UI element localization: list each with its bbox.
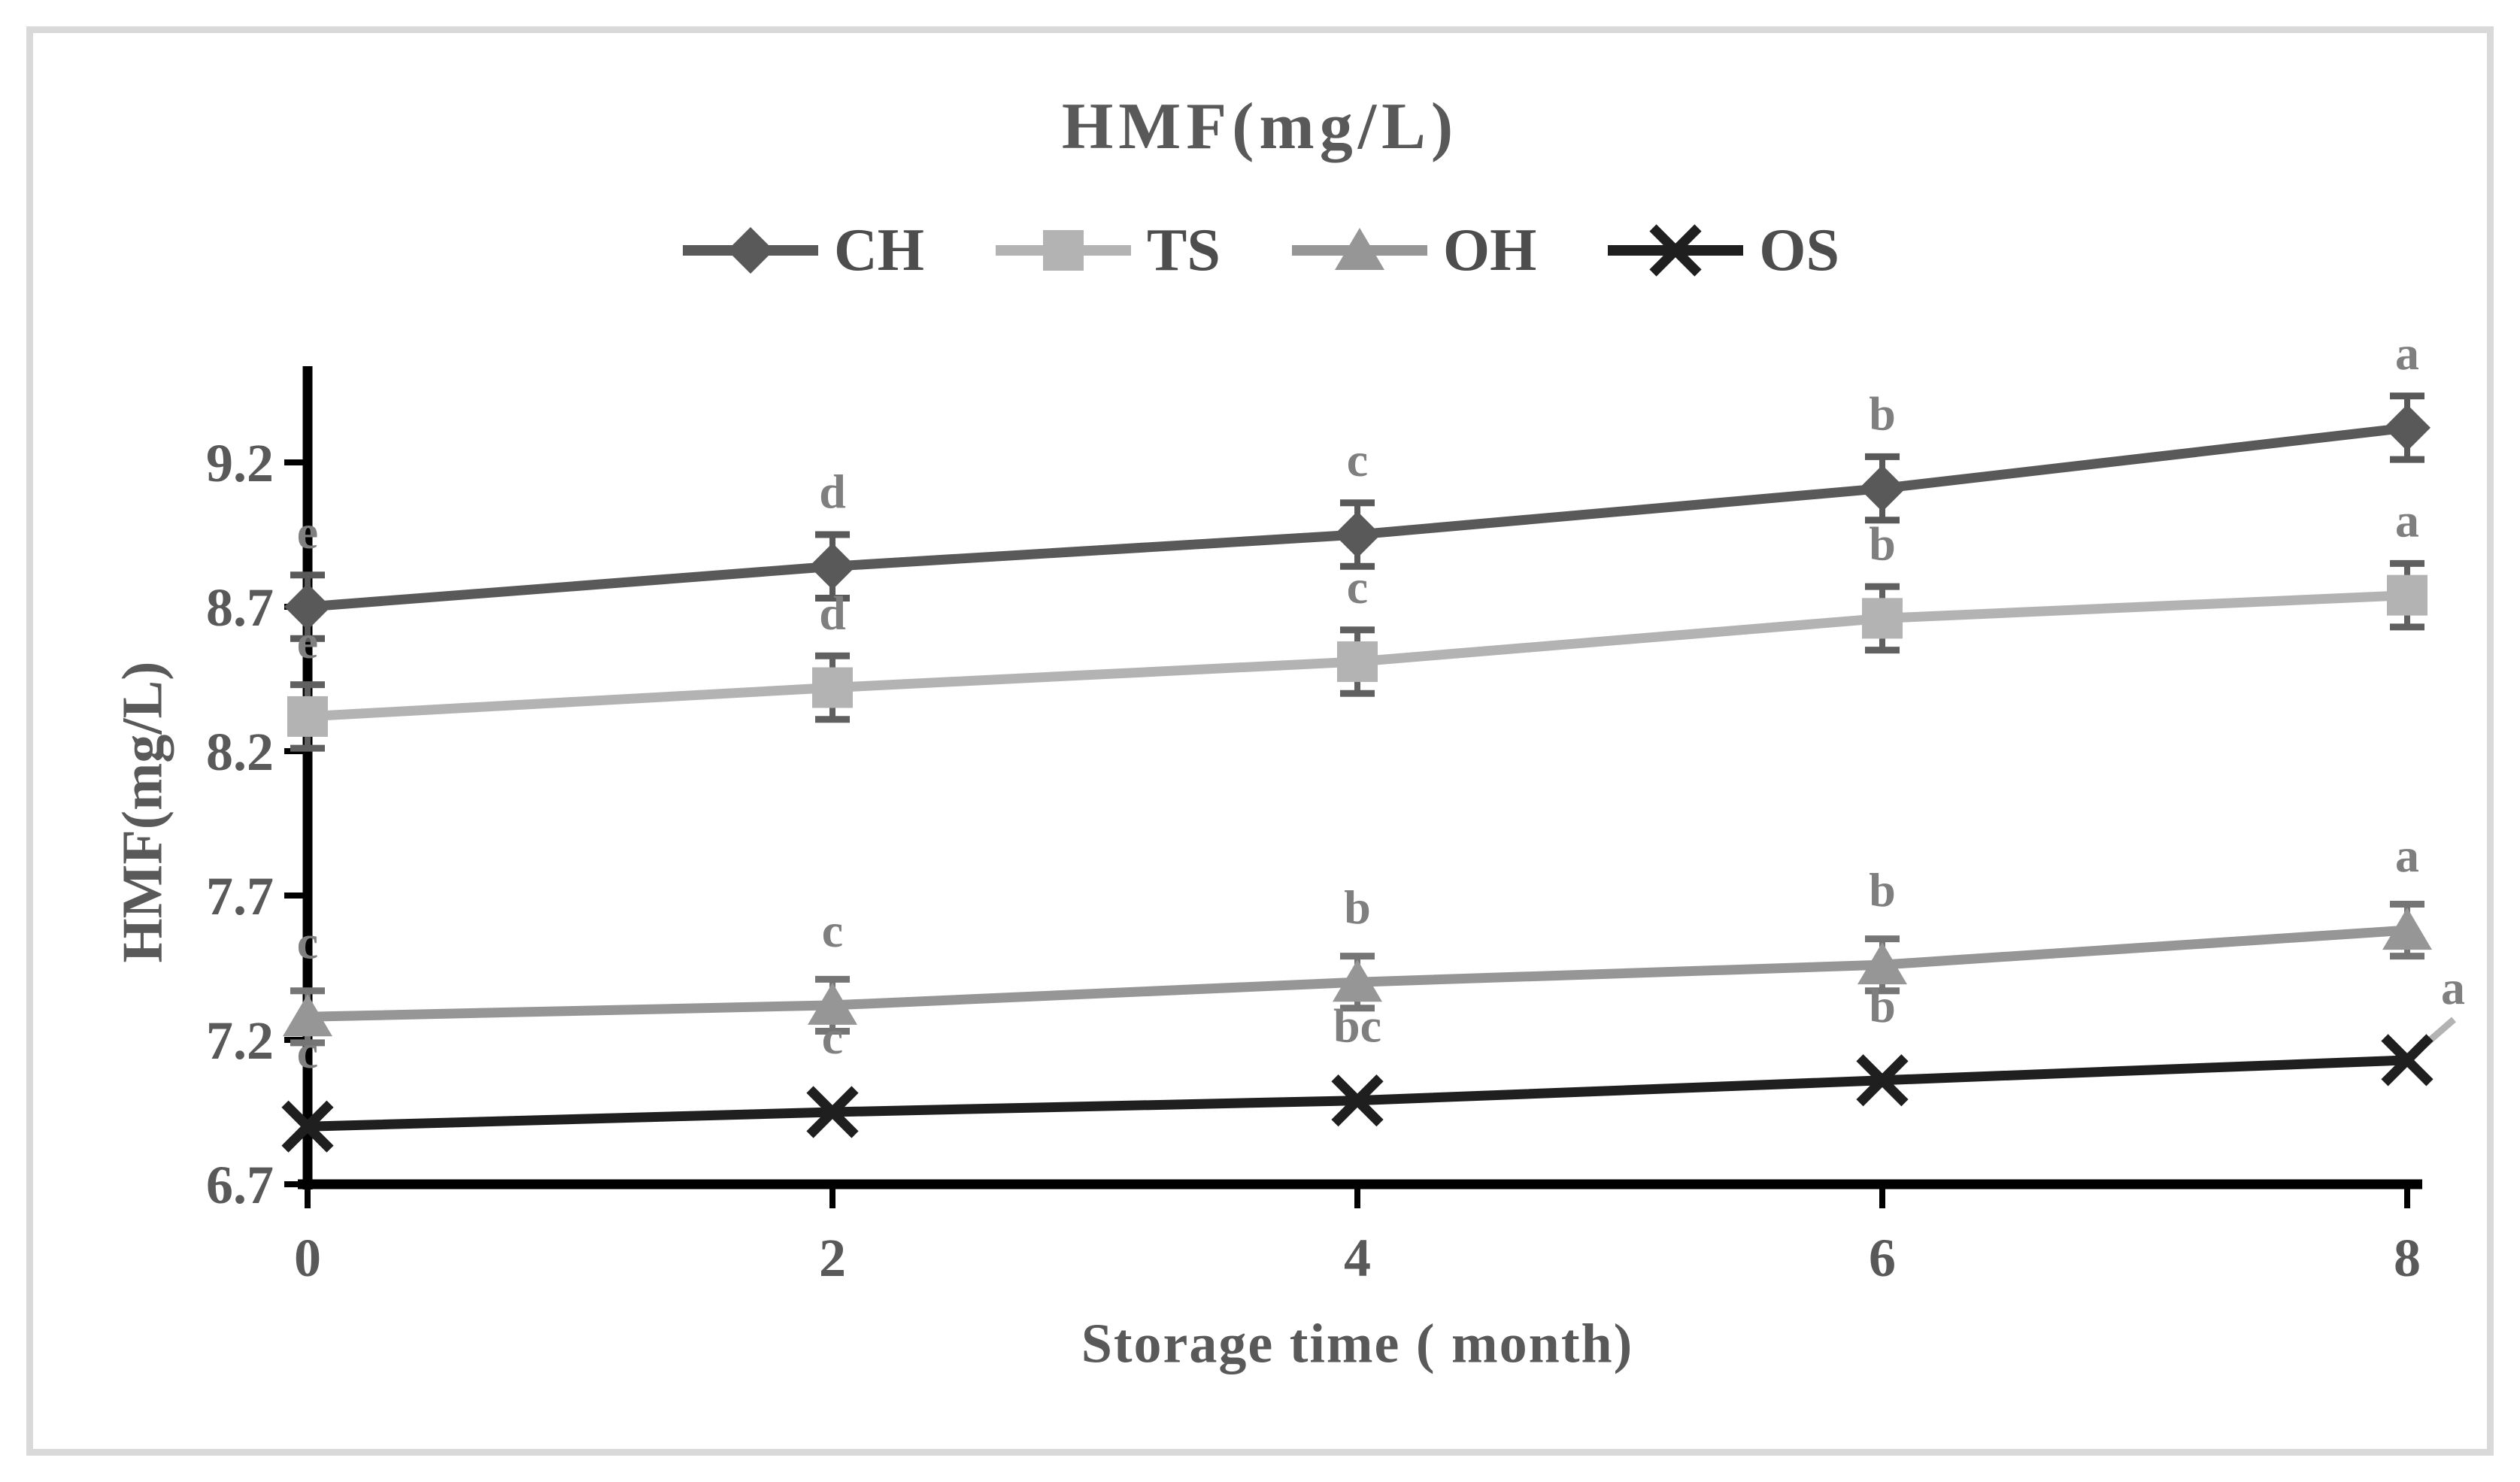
x-tick-label: 2 [819, 1228, 846, 1288]
legend-swatch-diamond [682, 227, 818, 274]
y-tick-label: 8.7 [206, 577, 274, 638]
sig-letter: c [822, 1011, 843, 1064]
legend: CH TS OH OS [0, 217, 2520, 284]
y-axis-title: HMF(mg/L) [111, 661, 174, 963]
sig-letter: a [2395, 326, 2419, 380]
diamond-marker [726, 227, 774, 274]
y-tick-label: 7.7 [206, 866, 274, 926]
square-marker [1337, 641, 1378, 682]
y-tick-label: 9.2 [206, 433, 274, 493]
square-marker [1042, 230, 1084, 271]
legend-item-OH: OH [1290, 217, 1536, 284]
triangle-marker [283, 994, 332, 1037]
chart-title: HMF(mg/L) [1061, 90, 1459, 163]
series-TS: e d c b a [287, 494, 2428, 752]
sig-letter: b [1869, 387, 1896, 441]
sig-letter: c [297, 915, 318, 968]
figure-border [26, 26, 2494, 1456]
square-marker [2387, 574, 2428, 616]
diamond-marker [2384, 404, 2431, 451]
legend-swatch-square [995, 230, 1131, 271]
x-tick-label: 4 [1344, 1228, 1371, 1288]
legend-swatch-triangle [1291, 228, 1427, 270]
diamond-marker [284, 583, 331, 630]
sig-letter: b [1344, 880, 1371, 934]
triangle-marker [1334, 228, 1384, 270]
sig-letter: b [1869, 517, 1896, 570]
series-line [307, 1055, 2408, 1132]
triangle-marker [1857, 942, 1907, 985]
sig-letter: c [822, 904, 843, 957]
sig-letter: a [2395, 829, 2419, 882]
square-marker [1862, 598, 1903, 639]
sig-letter: e [297, 505, 318, 559]
legend-label-OS: OS [1759, 217, 1840, 283]
sig-letter: c [1347, 560, 1368, 614]
sig-letter: b [1869, 979, 1896, 1032]
sig-letter: c [297, 1025, 318, 1078]
triangle-marker [808, 982, 857, 1025]
y-tick-label: 6.7 [206, 1155, 274, 1215]
sig-letter: d [819, 586, 846, 640]
sig-letter: a [2395, 494, 2419, 547]
x-tick [1354, 1189, 1360, 1208]
legend-label-TS: TS [1146, 217, 1221, 283]
sig-letter: a [2441, 961, 2465, 1014]
x-tick [829, 1189, 835, 1208]
x-tick [2404, 1189, 2410, 1208]
y-tick [284, 459, 308, 465]
x-marker [1856, 1054, 1909, 1107]
x-tick-label: 0 [294, 1228, 321, 1288]
series-CH: e d c b a [284, 326, 2431, 642]
sig-letter: e [297, 615, 318, 668]
y-tick-label: 7.2 [206, 1011, 274, 1071]
y-tick [284, 1181, 308, 1187]
sig-letter: c [1347, 433, 1368, 486]
x-axis-line [298, 1179, 2422, 1190]
sig-letter: bc [1333, 999, 1381, 1053]
legend-swatch-x [1608, 224, 1744, 277]
legend-item-TS: TS [993, 217, 1221, 284]
x-tick [305, 1189, 311, 1208]
sig-letter: d [819, 465, 846, 518]
x-tick-label: 8 [2394, 1228, 2421, 1288]
square-marker [812, 667, 853, 708]
legend-item-CH: CH [681, 217, 924, 284]
legend-label-OH: OH [1442, 217, 1537, 283]
sig-letter: b [1869, 863, 1896, 917]
diamond-marker [809, 543, 856, 590]
square-marker [287, 696, 328, 737]
diamond-marker [1334, 511, 1381, 558]
series-OH: c c b b a [283, 829, 2432, 1047]
x-marker [281, 1100, 334, 1153]
y-tick-label: 8.2 [206, 722, 274, 782]
x-marker [806, 1086, 859, 1138]
legend-label-CH: CH [833, 217, 924, 283]
legend-item-OS: OS [1606, 217, 1839, 284]
y-tick [284, 893, 308, 899]
x-axis-title: Storage time ( month) [1081, 1313, 1634, 1375]
series-OS: c c bc b a [281, 961, 2465, 1153]
x-marker [2381, 1034, 2434, 1086]
x-tick-label: 6 [1869, 1228, 1896, 1288]
x-marker [1649, 224, 1702, 277]
diamond-marker [1859, 465, 1906, 512]
x-tick [1879, 1189, 1885, 1208]
triangle-marker [2382, 908, 2432, 950]
x-marker [1331, 1074, 1384, 1127]
triangle-marker [1333, 959, 1382, 1002]
